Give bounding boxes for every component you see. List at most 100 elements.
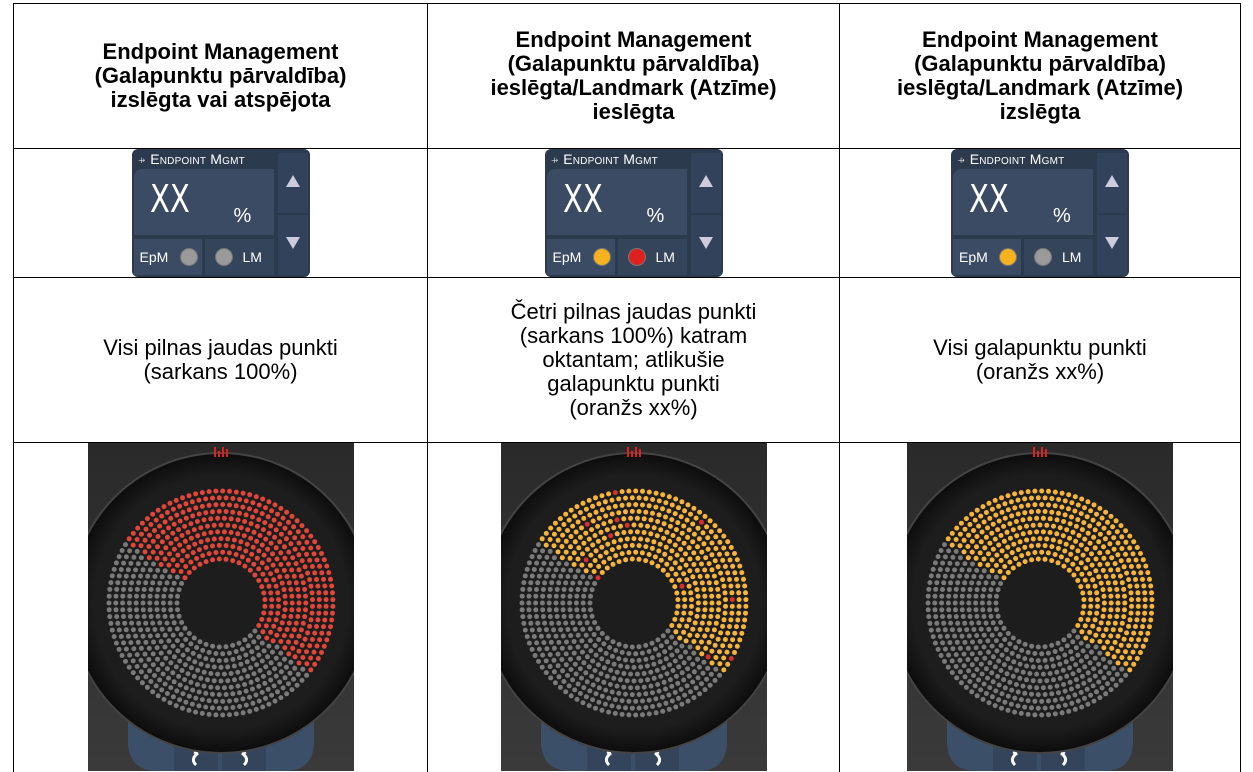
treatment-dot xyxy=(659,506,665,512)
treatment-dot xyxy=(284,627,290,632)
treatment-dot xyxy=(724,570,730,576)
treatment-dot xyxy=(668,566,674,572)
treatment-dot xyxy=(631,522,636,528)
treatment-dot xyxy=(998,620,1004,625)
treatment-dot xyxy=(942,554,948,560)
treatment-dot xyxy=(189,513,195,519)
treatment-dot xyxy=(1049,656,1055,662)
treatment-dot xyxy=(1142,590,1148,596)
treatment-dot xyxy=(1040,529,1046,535)
treatment-dot xyxy=(981,556,987,562)
treatment-dot xyxy=(619,649,625,655)
treatment-dot xyxy=(1069,700,1075,706)
treatment-dot xyxy=(550,573,556,579)
treatment-dot xyxy=(708,529,714,535)
treatment-dot xyxy=(663,561,669,567)
description-row: Visi pilnas jaudas punkti (sarkans 100%)… xyxy=(13,277,1241,443)
treatment-dot xyxy=(999,652,1005,658)
treatment-dot xyxy=(164,510,170,515)
treatment-dot xyxy=(1092,655,1098,661)
treatment-dot xyxy=(1111,654,1117,660)
treatment-dot xyxy=(236,497,242,502)
treatment-dot xyxy=(637,664,643,670)
treatment-dot xyxy=(287,587,293,592)
treatment-dot xyxy=(715,607,721,613)
treatment-dot xyxy=(173,664,179,670)
treatment-dot xyxy=(106,614,112,620)
treatment-dot xyxy=(533,614,539,619)
treatment-dot xyxy=(583,506,589,512)
treatment-dot xyxy=(1131,661,1137,667)
treatment-dot xyxy=(197,561,202,567)
treatment-dot xyxy=(1118,558,1124,564)
treatment-dot xyxy=(598,544,604,550)
treatment-dot xyxy=(1035,508,1041,514)
treatment-dot xyxy=(562,620,568,626)
treatment-dot xyxy=(1095,603,1100,609)
treatment-dot xyxy=(668,548,674,554)
treatment-dot xyxy=(185,671,190,677)
treatment-dot xyxy=(575,644,580,650)
treatment-dot xyxy=(1029,643,1035,649)
treatment-dot xyxy=(118,634,124,639)
treatment-dot xyxy=(147,593,153,599)
treatment-dot xyxy=(179,668,184,673)
treatment-dot xyxy=(270,638,276,644)
treatment-dot xyxy=(673,527,679,533)
treatment-dot xyxy=(610,561,615,567)
treatment-dot xyxy=(612,697,618,703)
treatment-dot xyxy=(119,593,125,599)
treatment-dot xyxy=(702,600,708,606)
treatment-dot xyxy=(1001,523,1007,529)
treatment-dot xyxy=(944,633,950,639)
treatment-dot xyxy=(173,512,179,518)
treatment-dot xyxy=(652,646,658,652)
treatment-dot xyxy=(1032,712,1038,718)
treatment-dot xyxy=(604,527,610,533)
treatment-dot xyxy=(729,597,735,603)
treatment-dot xyxy=(704,627,710,633)
treatment-dot xyxy=(722,597,728,603)
treatment-dot xyxy=(1082,536,1088,542)
treatment-dot xyxy=(1134,656,1140,661)
treatment-dot xyxy=(989,632,995,638)
treatment-dot xyxy=(147,679,153,684)
treatment-dot xyxy=(142,620,148,626)
treatment-dot xyxy=(229,656,235,662)
treatment-dot xyxy=(196,511,202,517)
treatment-dot xyxy=(668,634,674,640)
treatment-dot xyxy=(329,610,335,616)
dial-row xyxy=(13,442,1241,772)
treatment-dot xyxy=(173,688,179,694)
treatment-dot xyxy=(1093,632,1099,638)
value-panel xyxy=(546,169,687,235)
treatment-dot xyxy=(170,568,176,574)
treatment-dot xyxy=(212,502,218,508)
treatment-dot xyxy=(634,671,640,677)
treatment-dot xyxy=(560,633,566,639)
treatment-dot xyxy=(281,656,287,662)
treatment-dot xyxy=(719,643,725,649)
treatment-dot xyxy=(686,568,692,574)
treatment-dot xyxy=(555,549,560,555)
treatment-dot xyxy=(1134,583,1140,589)
treatment-dot xyxy=(540,614,546,619)
treatment-dot xyxy=(614,531,620,537)
treatment-dot xyxy=(185,656,191,662)
treatment-dot xyxy=(690,505,696,511)
treatment-dot xyxy=(274,590,280,596)
treatment-dot xyxy=(945,536,951,542)
treatment-dot xyxy=(733,624,739,630)
treatment-dot xyxy=(1087,590,1093,596)
treatment-dot xyxy=(1114,671,1120,677)
treatment-dot xyxy=(170,632,176,638)
treatment-dot xyxy=(637,678,643,684)
treatment-dot xyxy=(934,580,940,586)
treatment-dot xyxy=(619,698,625,704)
treatment-dot xyxy=(996,697,1002,703)
treatment-dot xyxy=(143,526,148,532)
treatment-dot xyxy=(711,573,717,579)
treatment-dot xyxy=(1124,630,1130,636)
treatment-dot xyxy=(1107,541,1113,547)
treatment-dot xyxy=(690,562,696,567)
